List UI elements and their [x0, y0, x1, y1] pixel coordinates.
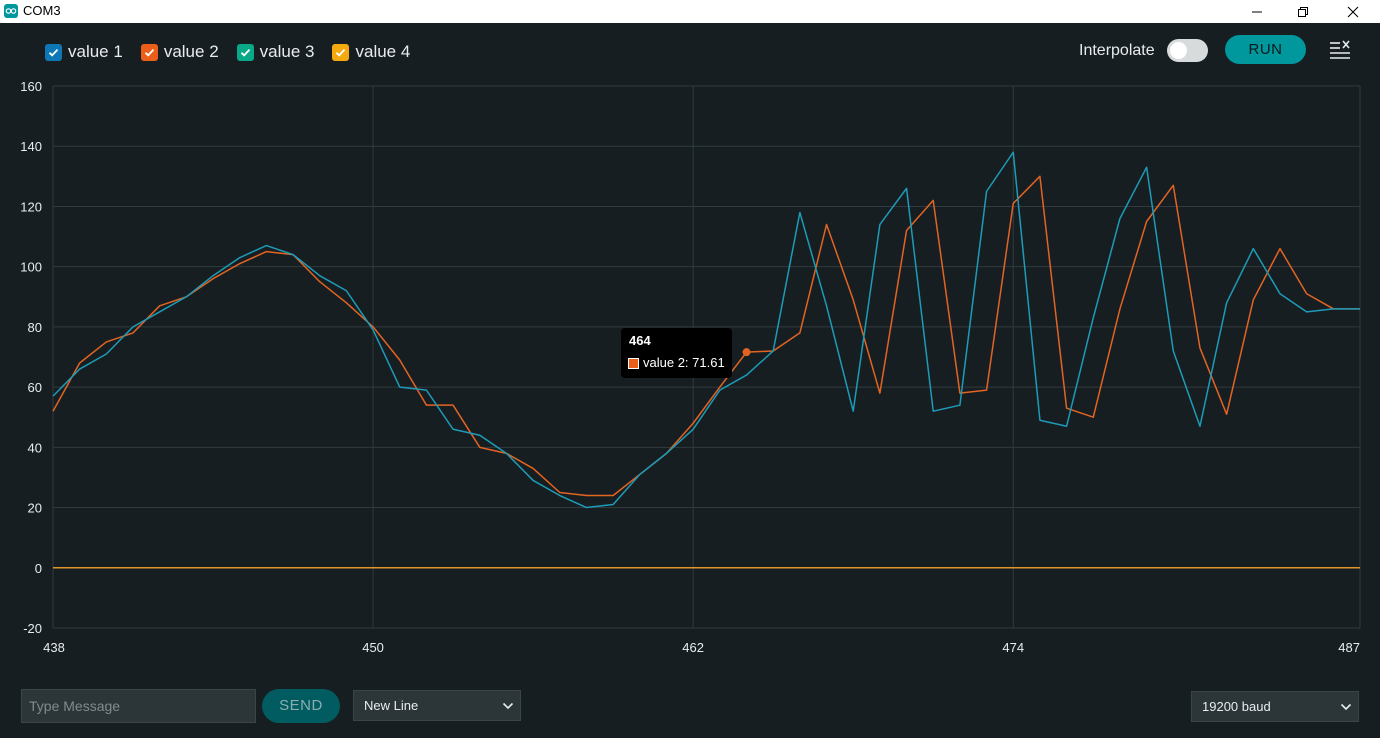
- chart-markers: [742, 348, 751, 357]
- series-legend: value 1 value 2 value 3 value 4: [45, 40, 428, 64]
- hover-point-marker: [742, 348, 751, 357]
- close-icon: [1347, 6, 1359, 18]
- plot-chart: 160 140 120 100 80 60 40 20 0 -20 438 450 462 474 487: [20, 79, 1361, 655]
- legend-item-value-1[interactable]: value 1: [45, 42, 123, 62]
- legend-label: value 4: [355, 42, 411, 61]
- x-tick-label: 450: [362, 640, 384, 655]
- line-ending-select[interactable]: New Line: [353, 690, 521, 721]
- title-bar: COM3: [0, 0, 1380, 23]
- x-tick-label: 474: [1002, 640, 1024, 655]
- minimize-icon: [1252, 11, 1262, 13]
- x-tick-label: 438: [43, 640, 65, 655]
- y-tick-label: 20: [28, 501, 42, 516]
- restore-button[interactable]: [1280, 0, 1326, 23]
- restore-icon: [1298, 7, 1308, 17]
- y-tick-label: 120: [20, 199, 42, 214]
- clear-list-icon[interactable]: [1329, 40, 1351, 65]
- x-tick-label: 487: [1338, 640, 1360, 655]
- series-line-value-1: [52, 151, 1360, 509]
- y-tick-label: 140: [20, 139, 42, 154]
- legend-label: value 2: [163, 42, 219, 61]
- baud-rate-select[interactable]: 19200 baud: [1191, 691, 1359, 722]
- tooltip-color-swatch: [628, 358, 639, 369]
- close-button[interactable]: [1330, 0, 1376, 23]
- chart-series: [52, 151, 1360, 569]
- data-tooltip: 464 value 2: 71.61: [621, 328, 732, 378]
- x-axis-ticks: 438 450 462 474 487: [43, 640, 1360, 655]
- y-tick-label: 40: [28, 440, 42, 455]
- checkbox-checked-icon[interactable]: [140, 43, 158, 61]
- chevron-down-icon: [502, 702, 514, 710]
- arduino-logo-icon: [4, 4, 18, 18]
- message-input[interactable]: [21, 689, 256, 723]
- y-axis-ticks: 160 140 120 100 80 60 40 20 0 -20: [20, 79, 42, 636]
- legend-label: value 1: [68, 42, 123, 61]
- y-tick-label: -20: [23, 621, 42, 636]
- interpolate-toggle[interactable]: [1167, 39, 1208, 62]
- checkbox-checked-icon[interactable]: [236, 43, 254, 61]
- y-tick-label: 0: [35, 561, 42, 576]
- run-button[interactable]: RUN: [1225, 35, 1306, 64]
- interpolate-label: Interpolate: [1079, 42, 1155, 59]
- legend-label: value 3: [259, 42, 315, 61]
- y-tick-label: 60: [28, 380, 42, 395]
- toggle-knob: [1170, 42, 1187, 59]
- x-tick-label: 462: [682, 640, 704, 655]
- y-tick-label: 100: [20, 260, 42, 275]
- line-ending-value: New Line: [364, 698, 419, 713]
- legend-item-value-3[interactable]: value 3: [236, 42, 315, 62]
- tooltip-title: 464: [629, 333, 651, 348]
- minimize-button[interactable]: [1234, 0, 1280, 23]
- chevron-down-icon: [1340, 703, 1352, 711]
- y-tick-label: 160: [20, 79, 42, 94]
- y-tick-label: 80: [28, 320, 42, 335]
- checkbox-checked-icon[interactable]: [332, 43, 350, 61]
- window-title: COM3: [23, 3, 61, 18]
- legend-item-value-4[interactable]: value 4: [332, 42, 410, 62]
- checkbox-checked-icon[interactable]: [45, 43, 62, 61]
- legend-item-value-2[interactable]: value 2: [140, 42, 219, 62]
- send-button[interactable]: SEND: [262, 689, 340, 723]
- tooltip-value: value 2: 71.61: [643, 355, 725, 370]
- series-line-value-2: [52, 175, 1360, 497]
- baud-rate-value: 19200 baud: [1202, 699, 1271, 714]
